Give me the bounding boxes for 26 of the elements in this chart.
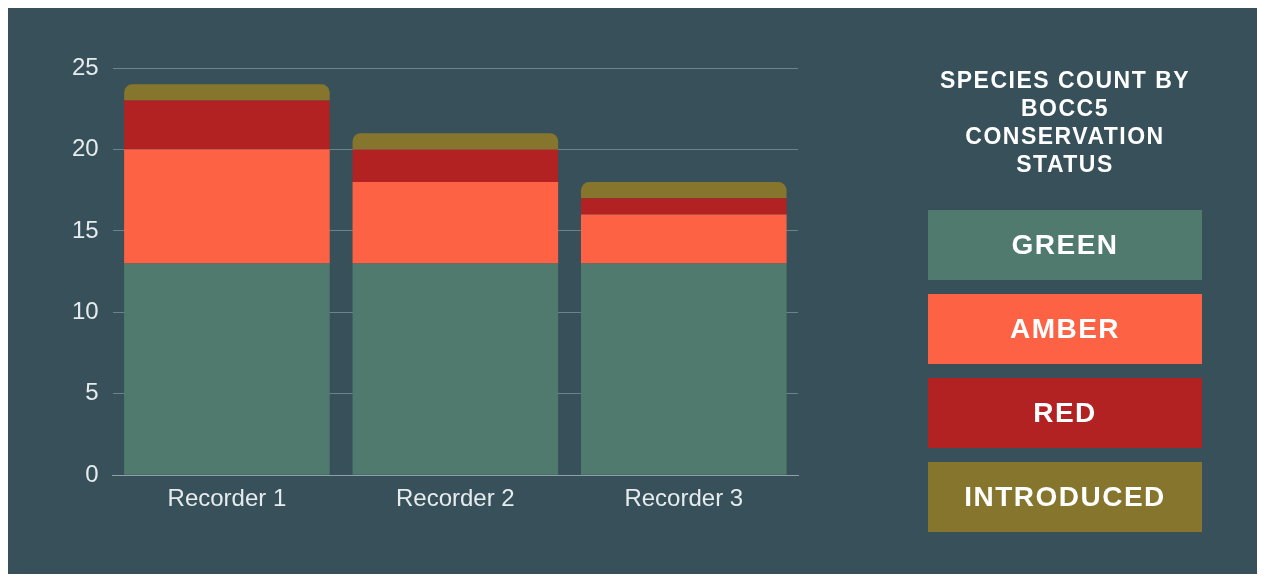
y-tick-label: 20	[71, 134, 99, 162]
text: GREEN	[1011, 229, 1119, 261]
bar	[580, 263, 787, 475]
bar	[124, 149, 330, 264]
text: INTRODUCED	[964, 481, 1166, 513]
bar	[580, 214, 787, 264]
x-tick-label: Recorder 3	[624, 484, 744, 512]
bar	[352, 263, 559, 475]
bar	[124, 84, 330, 101]
x-tick-label: Recorder 1	[167, 484, 287, 512]
y-tick-label: 5	[85, 378, 99, 406]
y-tick-label: 0	[85, 459, 99, 487]
bar	[352, 149, 559, 183]
text: RED	[1033, 397, 1097, 429]
y-tick-label: 15	[71, 215, 99, 243]
bar	[580, 198, 787, 215]
y-tick-label: 10	[71, 296, 99, 324]
bar	[124, 100, 330, 150]
text: AMBER	[1009, 313, 1121, 345]
legend-title: SPECIES COUNT BY BOCC5 CONSERVATION STATUS	[938, 66, 1192, 178]
x-tick-label: Recorder 2	[395, 484, 515, 512]
y-tick-label: 25	[71, 52, 99, 80]
bar	[580, 182, 787, 199]
bar	[124, 263, 330, 475]
bar	[352, 133, 559, 150]
bar	[352, 182, 559, 264]
